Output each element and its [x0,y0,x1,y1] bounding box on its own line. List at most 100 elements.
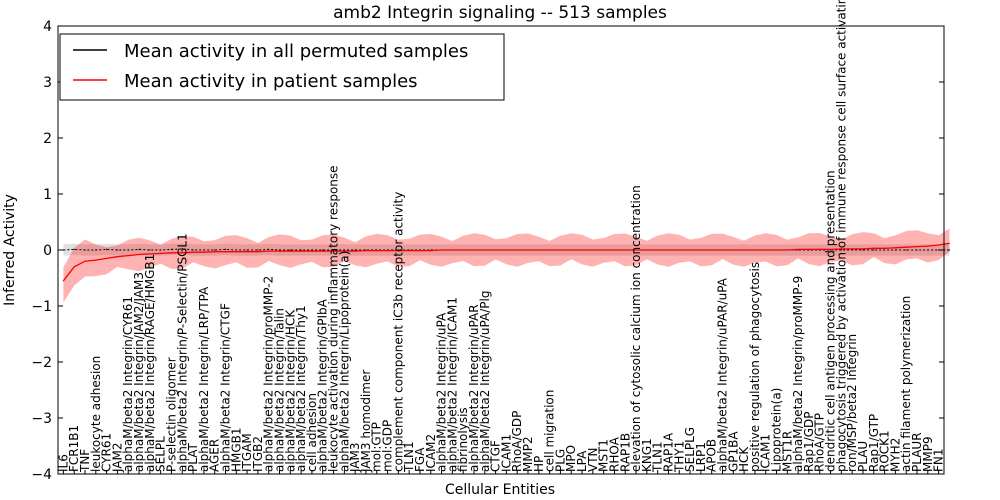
x-tick-label: alphaM/beta2 Integrin/LRP/TPA [197,286,211,472]
x-tick-label: alphaM/beta2 Integrin/Thy1 [294,305,308,472]
data-point-patient [884,247,886,249]
data-point-patient [322,250,324,252]
data-point-patient [278,250,281,252]
data-point-patient [224,251,227,253]
data-point-patient [170,252,173,254]
data-point-permuted [894,249,897,251]
data-point-patient [73,266,75,268]
data-point-patient [386,250,389,252]
data-point-permuted [235,249,237,251]
data-point-patient [765,249,767,251]
data-point-patient [84,260,86,262]
x-tick-label: P-selectin oligomer [165,357,179,472]
data-point-patient [559,249,562,251]
data-point-patient [268,250,270,252]
x-tick-label: LRP1 [694,442,708,472]
data-point-patient [127,255,129,257]
x-tick-label: alphaM/beta2 Integrin/JAM2/JAM3 [132,272,146,472]
data-point-patient [927,245,929,247]
x-tick-label: Lipoprotein(a) [770,388,784,472]
x-tick-label: alphaM/beta2 Integrin/ICAM1 [445,297,459,472]
x-tick-label: alphaM/beta2 Integrin/CYR61 [121,296,135,472]
data-point-patient [657,249,659,251]
data-point-patient [570,249,572,251]
x-tick-label: actin filament polymerization [899,296,913,472]
x-tick-label: mol:GTP [370,422,384,472]
data-point-patient [851,248,853,250]
x-tick-label: TNF [78,449,92,473]
data-point-patient [430,250,432,252]
data-point-patient [938,244,940,246]
data-point-patient [505,249,507,251]
data-point-permuted [289,249,291,251]
data-point-patient [300,250,302,252]
x-tick-label: alphaM/beta2 Integrin/HCK [283,309,297,472]
data-point-permuted [948,249,951,251]
y-tick-label: −3 [31,411,52,427]
data-point-patient [786,249,788,251]
data-point-permuted [257,249,259,251]
x-tick-label: RhoA/GDP [510,411,524,472]
x-tick-label: phagocytosis triggered by activation of … [834,0,848,472]
data-point-patient [311,250,313,252]
x-tick-label: FN1 [932,448,946,472]
data-point-permuted [127,249,129,251]
data-point-permuted [160,249,162,251]
x-tick-label: FGA [413,447,427,472]
data-point-patient [332,250,335,252]
x-tick-label: leukocyte adhesion [89,356,103,472]
x-tick-label: mol:GDP [381,420,395,472]
x-tick-label: PLAUR [910,432,924,472]
x-tick-label: leukocyte activation during inflammatory… [327,165,341,472]
x-tick-label: ITGB2 [251,436,265,472]
x-tick-label: RHOA [608,436,622,472]
legend: Mean activity in all permuted samples Me… [59,33,505,101]
data-point-permuted [214,249,216,251]
y-tick-label: −2 [31,355,52,371]
band-patient [63,228,950,303]
x-tick-label: LPA [575,450,589,472]
data-point-permuted [149,249,151,251]
y-tick-label: 0 [43,243,52,259]
data-point-patient [95,259,97,261]
data-point-permuted [106,248,108,250]
x-tick-label: HP [532,456,546,472]
x-tick-label: alphaM/beta2 Integrin/proMMP-2 [262,276,276,472]
data-point-patient [376,250,378,252]
x-tick-label: ITGAM [240,433,254,472]
data-point-patient [473,249,475,251]
data-point-permuted [116,249,118,251]
data-point-patient [808,248,810,250]
data-point-patient [732,249,734,251]
x-tick-label: RAP1A [662,432,676,472]
x-tick-label: TLN1 [651,441,665,473]
data-point-patient [797,248,799,250]
x-axis-label: Cellular Entities [445,482,555,498]
x-tick-label: ron/MSP/beta2 Integrin [845,334,859,472]
data-point-patient [516,249,518,251]
data-point-permuted [62,249,64,251]
x-tick-label: CYR61 [100,433,114,472]
x-tick-label: APOB [705,439,719,472]
data-point-patient [905,246,907,248]
data-point-patient [343,250,345,252]
data-point-patient [646,249,648,251]
x-tick-label: TLN1 [402,441,416,473]
data-point-patient [667,249,670,251]
data-point-patient [527,249,529,251]
y-tick-label: 2 [43,131,52,147]
x-tick-label: SELPL [154,436,168,472]
y-axis-label: Inferred Activity [2,194,18,306]
data-point-patient [106,257,108,259]
data-point-permuted [84,249,86,251]
data-point-permuted [170,248,173,250]
data-point-permuted [181,248,183,250]
x-tick-label: VTN [586,447,600,472]
x-tick-label: HCK [737,446,751,472]
data-point-permuted [916,249,918,251]
x-tick-label: KNG1 [640,438,654,472]
data-point-permuted [851,249,853,251]
x-tick-label: GP1BA [726,431,740,472]
x-tick-label: alphaM/beta2 Integrin/CTGF [219,303,233,472]
data-point-permuted [873,249,875,251]
